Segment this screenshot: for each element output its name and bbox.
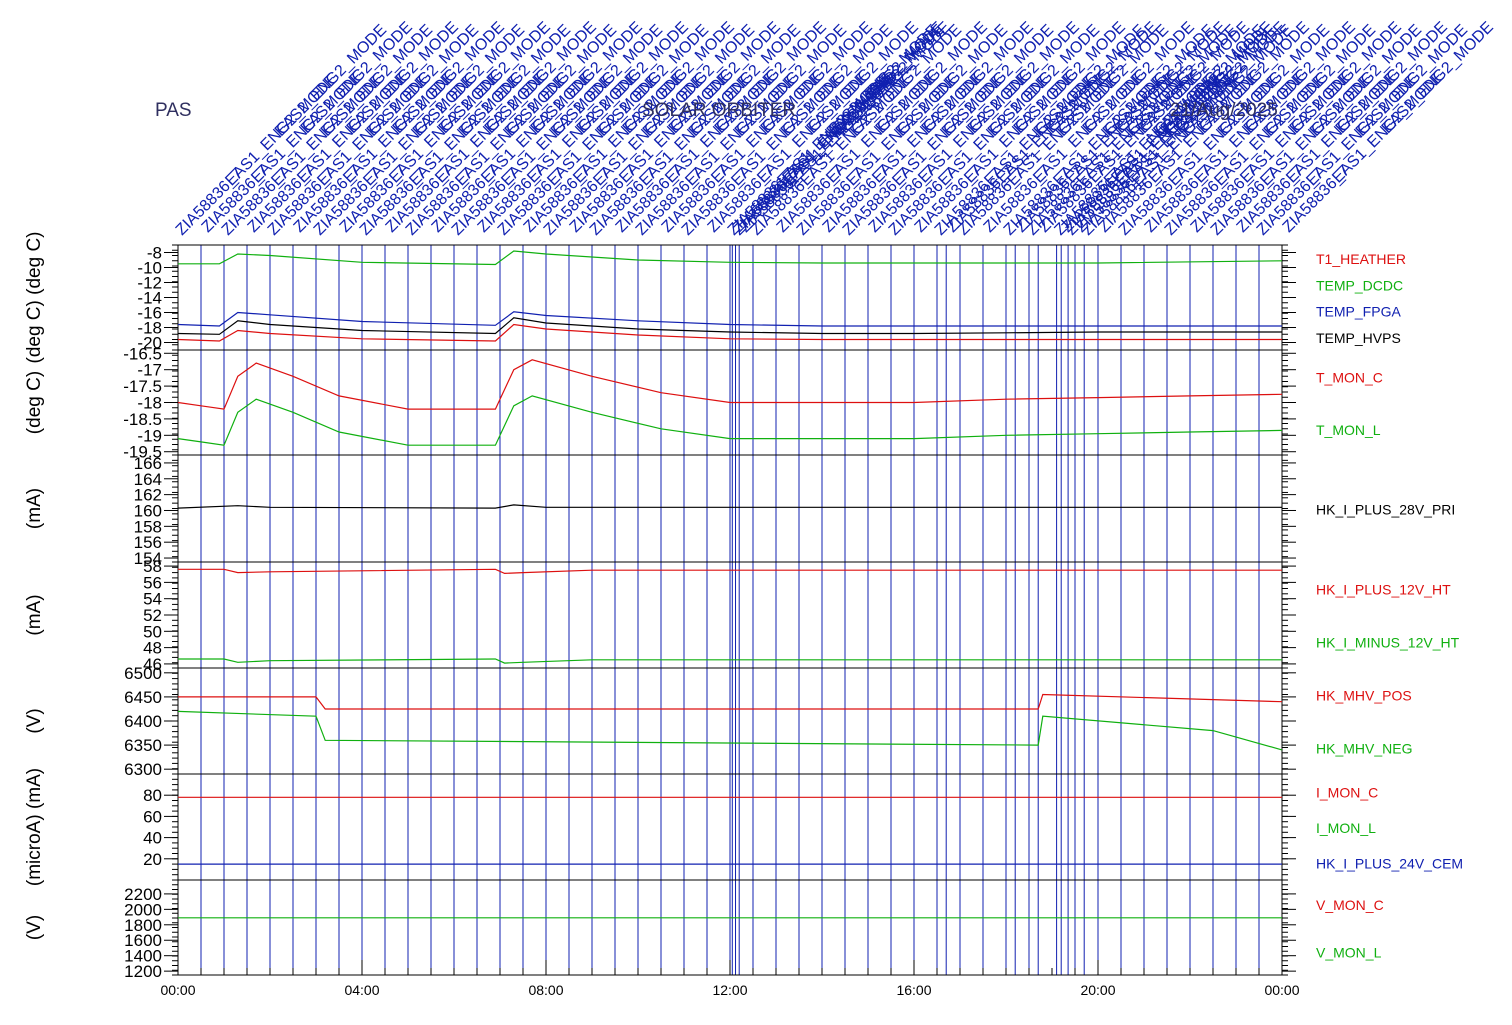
y-tick-label: 56 <box>143 573 162 592</box>
y-tick-label: 162 <box>134 486 162 505</box>
series-legend-label: HK_I_PLUS_12V_HT <box>1316 582 1451 598</box>
y-axis-label: (deg C) <box>24 371 45 434</box>
y-tick-label: 80 <box>143 786 162 805</box>
panel-5: 6500 6450 6400 6350 6300 (V) HK_MHV_POS HK_MHV_… <box>24 664 1412 779</box>
y-tick-label: -20 <box>137 334 162 353</box>
y-tick-label: 58 <box>143 557 162 576</box>
y-tick-label: -10 <box>137 259 162 278</box>
x-tick-label: 20:00 <box>1080 982 1115 998</box>
series-line <box>177 317 1282 335</box>
y-tick-label: -17.5 <box>123 377 162 396</box>
y-tick-label: -19 <box>137 426 162 445</box>
y-tick-label: 46 <box>143 655 162 674</box>
y-tick-label: -19.5 <box>123 443 162 462</box>
y-tick-label: 6450 <box>124 688 162 707</box>
y-axis-label: (deg C) (deg C) <box>24 232 45 364</box>
event-markers <box>177 245 1283 975</box>
y-axis-label: (V) <box>24 708 45 733</box>
mission-label: SOLAR ORBITER <box>642 100 796 121</box>
series-line <box>177 710 1283 751</box>
y-tick-label: -16.5 <box>123 344 162 363</box>
series-line <box>177 323 1282 342</box>
y-axis-label: (V) <box>24 915 45 940</box>
series-legend-label: I_MON_L <box>1316 820 1376 836</box>
series-legend-label: I_MON_C <box>1316 785 1378 801</box>
y-tick-label: 1400 <box>124 947 162 966</box>
y-tick-label: 1600 <box>124 931 162 950</box>
y-tick-label: 2000 <box>124 900 162 919</box>
series-legend-label: TEMP_HVPS <box>1316 330 1401 346</box>
time-axis: 00:00 04:00 08:00 12:00 16:00 20:00 00:00 <box>160 960 1300 998</box>
y-tick-label: 6500 <box>124 664 162 683</box>
y-tick-label: 6300 <box>124 760 162 779</box>
series-legend-label: TEMP_FPGA <box>1316 304 1401 320</box>
instrument-label: PAS <box>155 100 192 121</box>
event-labels: ZIA58836_7EAS1_ENG2_MODEEAS2_ENG2_MODEZI… <box>173 19 1497 239</box>
y-tick-label: 2200 <box>124 885 162 904</box>
y-tick-label: 154 <box>134 549 162 568</box>
y-axis-label: (microA) (mA) <box>24 768 45 886</box>
y-tick-label: 1800 <box>124 916 162 935</box>
y-tick-label: 1200 <box>124 962 162 981</box>
y-tick-label: 164 <box>134 470 162 489</box>
y-tick-label: 20 <box>143 850 162 869</box>
series-legend-label: V_MON_C <box>1316 897 1384 913</box>
y-axis-label: (mA) <box>24 594 45 635</box>
y-tick-label: 156 <box>134 533 162 552</box>
y-tick-label: 166 <box>134 454 162 473</box>
series-line <box>177 395 1283 446</box>
y-tick-label: 48 <box>143 639 162 658</box>
y-tick-label: 40 <box>143 829 162 848</box>
series-legend-label: HK_MHV_NEG <box>1316 741 1412 757</box>
series-line <box>177 359 1283 410</box>
x-tick-label: 16:00 <box>896 982 931 998</box>
y-tick-label: 6350 <box>124 736 162 755</box>
series-legend-label: T_MON_C <box>1316 369 1383 385</box>
series-legend-label: HK_I_PLUS_24V_CEM <box>1316 855 1463 871</box>
y-tick-label: 160 <box>134 501 162 520</box>
y-tick-label: 6400 <box>124 712 162 731</box>
y-tick-label: -18.5 <box>123 410 162 429</box>
y-tick-label: 60 <box>143 807 162 826</box>
series-legend-label: HK_MHV_POS <box>1316 688 1412 704</box>
y-tick-label: 50 <box>143 622 162 641</box>
series-line <box>178 693 1283 710</box>
series-line <box>178 568 1282 575</box>
x-tick-label: 12:00 <box>712 982 747 998</box>
y-tick-label: -17 <box>137 361 162 380</box>
y-tick-label: -12 <box>137 274 162 293</box>
y-tick-label: -18 <box>137 319 162 338</box>
panel-6: 80 60 40 20 (microA) (mA) I_MON_C I_MON_L HK_I_… <box>24 768 1463 886</box>
series-line <box>178 658 1282 664</box>
series-legend-label: TEMP_DCDC <box>1316 277 1403 293</box>
y-tick-label: -14 <box>137 289 162 308</box>
panel-2: -16.5-17-17.5-18-18.5-19-19.5 (deg C) T_MO… <box>24 344 1383 461</box>
x-tick-label: 00:00 <box>160 982 195 998</box>
x-tick-label: 04:00 <box>344 982 379 998</box>
panels: -8-10-12-14-16-18-20(deg C) (deg C) T1_HE… <box>24 232 1463 982</box>
y-tick-label: 54 <box>143 590 162 609</box>
y-axis-label: (mA) <box>24 488 45 529</box>
y-tick-label: -18 <box>137 394 162 413</box>
y-tick-label: -16 <box>137 304 162 323</box>
series-line <box>177 311 1282 327</box>
series-legend-label: HK_I_MINUS_12V_HT <box>1316 635 1460 651</box>
series-legend-label: HK_I_PLUS_28V_PRI <box>1316 502 1455 518</box>
y-tick-label: 52 <box>143 606 162 625</box>
series-legend-label: T_MON_L <box>1316 422 1381 438</box>
series-line <box>178 250 1283 266</box>
series-legend-label: T1_HEATHER <box>1316 251 1406 267</box>
y-tick-label: 158 <box>134 517 162 536</box>
date-label: 21/Aug/2025 <box>1170 100 1278 121</box>
series-line <box>177 504 1282 509</box>
panel-1: -8-10-12-14-16-18-20 (deg C) (deg C) T1_HE… <box>24 232 1406 364</box>
x-tick-label: 00:00 <box>1264 982 1299 998</box>
series-legend-label: V_MON_L <box>1316 944 1382 960</box>
y-tick-label: -8 <box>147 244 162 263</box>
x-tick-label: 08:00 <box>528 982 563 998</box>
